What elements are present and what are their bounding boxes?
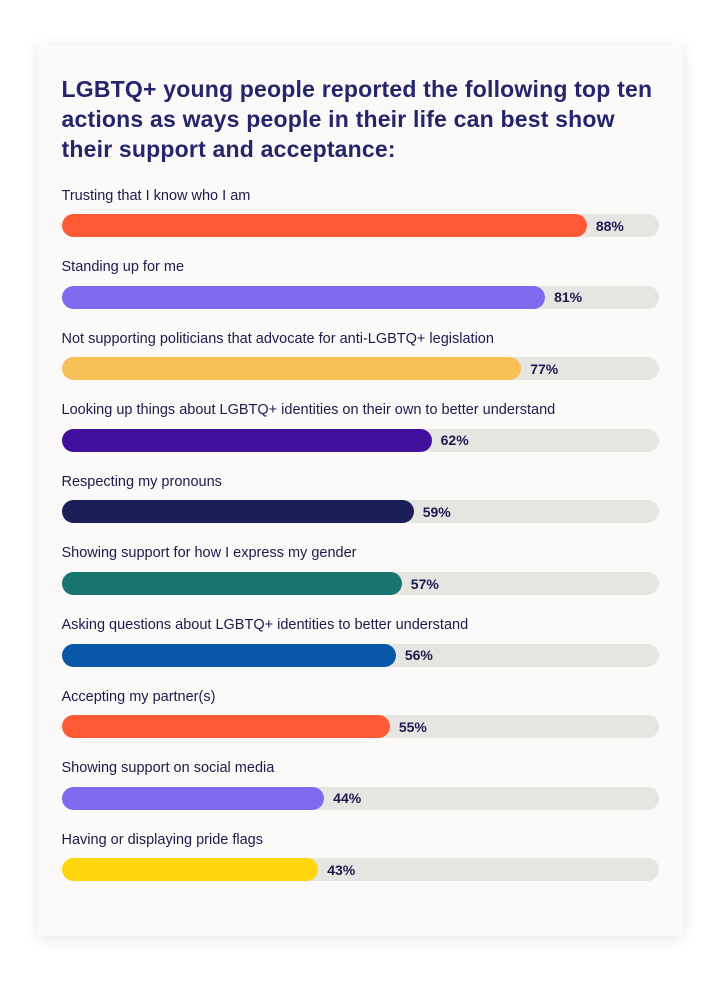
bar-value: 55% [398, 718, 427, 735]
bar-fill [61, 357, 522, 381]
bar-fill [61, 500, 414, 524]
bar-track: 57% [61, 572, 659, 596]
bar-fill [61, 858, 319, 882]
bar-fill [61, 428, 432, 452]
bar-fill [61, 643, 396, 667]
bar-track: 56% [61, 643, 659, 667]
bar-fill [61, 715, 390, 739]
bar-value: 59% [422, 503, 451, 520]
bar-row: Asking questions about LGBTQ+ identities… [61, 616, 659, 667]
bar-fill [61, 214, 587, 238]
bar-row: Respecting my pronouns 59% [61, 473, 659, 524]
bar-row: Not supporting politicians that advocate… [61, 330, 659, 381]
bar-value: 88% [595, 217, 624, 234]
bar-track: 55% [61, 715, 659, 739]
bar-label: Not supporting politicians that advocate… [61, 330, 494, 347]
bar-row: Standing up for me 81% [61, 258, 659, 309]
bar-value: 81% [554, 289, 583, 306]
bar-value: 77% [530, 360, 559, 377]
bar-label: Showing support on social media [61, 760, 275, 777]
bar-row: Looking up things about LGBTQ+ identitie… [61, 401, 659, 452]
bar-fill [61, 572, 402, 596]
bar-label: Standing up for me [61, 259, 185, 276]
bar-label: Accepting my partner(s) [61, 688, 216, 705]
bar-label: Asking questions about LGBTQ+ identities… [61, 617, 469, 634]
bar-track: 77% [61, 357, 659, 381]
bar-label: Respecting my pronouns [61, 473, 222, 490]
bar-track: 43% [61, 858, 659, 882]
chart-title: LGBTQ+ young people reported the followi… [61, 76, 653, 162]
bar-row: Trusting that I know who I am 88% [61, 187, 659, 238]
bar-fill [61, 285, 546, 309]
bar-fill [61, 786, 325, 810]
bar-value: 43% [327, 861, 356, 878]
bar-track: 62% [61, 428, 659, 452]
bar-label: Trusting that I know who I am [61, 187, 251, 204]
bar-value: 62% [440, 432, 469, 449]
chart-card: LGBTQ+ young people reported the followi… [37, 45, 683, 937]
bar-value: 44% [333, 790, 362, 807]
bar-track: 59% [61, 500, 659, 524]
bar-label: Having or displaying pride flags [61, 831, 264, 848]
bar-track: 44% [61, 786, 659, 810]
bar-chart: Trusting that I know who I am 88% Standing… [61, 187, 659, 882]
bar-row: Showing support for how I express my gen… [61, 544, 659, 596]
bar-row: Showing support on social media 44% [61, 759, 659, 810]
bar-label: Looking up things about LGBTQ+ identitie… [61, 402, 556, 419]
bar-row: Having or displaying pride flags 43% [61, 831, 659, 882]
bar-value: 57% [410, 575, 439, 592]
bar-track: 81% [61, 285, 659, 309]
bar-track: 88% [61, 214, 659, 238]
bar-label: Showing support for how I express my gen… [61, 545, 357, 562]
bar-value: 56% [404, 647, 433, 664]
bar-row: Accepting my partner(s) 55% [61, 688, 659, 739]
